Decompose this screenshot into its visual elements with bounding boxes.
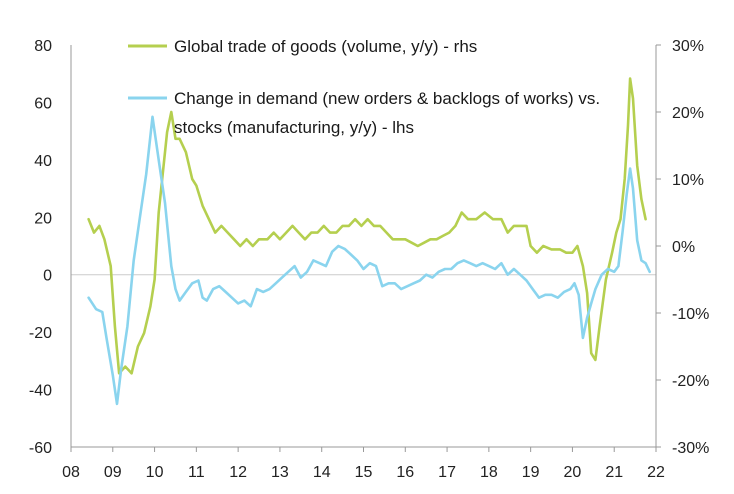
right-tick-label: 20% (672, 105, 704, 122)
x-tick-label: 10 (146, 464, 164, 481)
right-tick-label: -30% (672, 440, 709, 457)
series-line-demand-vs-stocks (87, 115, 651, 406)
x-tick-label: 17 (438, 464, 456, 481)
legend-green-label: Global trade of goods (volume, y/y) - rh… (174, 37, 477, 56)
x-tick-label: 08 (62, 464, 80, 481)
left-tick-label: 20 (34, 210, 52, 227)
left-tick-label: -60 (29, 440, 52, 457)
series-layer (87, 77, 651, 406)
legend-blue-label-line1: Change in demand (new orders & backlogs … (174, 89, 600, 108)
right-tick-label: -10% (672, 306, 709, 323)
x-tick-label: 09 (104, 464, 122, 481)
x-tick-label: 22 (647, 464, 665, 481)
x-tick-label: 21 (605, 464, 623, 481)
x-axis-ticks: 08 09 10 11 12 13 14 15 16 17 18 19 20 21 22 (62, 447, 665, 481)
x-tick-label: 16 (396, 464, 414, 481)
x-tick-label: 20 (564, 464, 582, 481)
series-line-global-trade (87, 77, 647, 375)
x-tick-label: 15 (355, 464, 373, 481)
x-tick-label: 13 (271, 464, 289, 481)
left-tick-label: 60 (34, 95, 52, 112)
right-tick-label: 10% (672, 172, 704, 189)
right-tick-label: -20% (672, 373, 709, 390)
x-tick-label: 19 (522, 464, 540, 481)
x-tick-label: 12 (229, 464, 247, 481)
left-tick-label: -20 (29, 325, 52, 342)
left-tick-label: -40 (29, 383, 52, 400)
legend-blue-label-line2: stocks (manufacturing, y/y) - lhs (174, 118, 414, 137)
right-tick-label: 30% (672, 38, 704, 55)
x-tick-label: 14 (313, 464, 331, 481)
left-tick-label: 80 (34, 38, 52, 55)
legend: Global trade of goods (volume, y/y) - rh… (128, 37, 600, 137)
left-axis-ticks: 80 60 40 20 0 -20 -40 -60 (29, 38, 52, 457)
x-tick-label: 18 (480, 464, 498, 481)
x-tick-label: 11 (188, 464, 205, 481)
right-tick-label: 0% (672, 239, 695, 256)
left-tick-label: 0 (43, 268, 52, 285)
right-axis-ticks: 30% 20% 10% 0% -10% -20% -30% (656, 38, 709, 457)
left-tick-label: 40 (34, 153, 52, 170)
